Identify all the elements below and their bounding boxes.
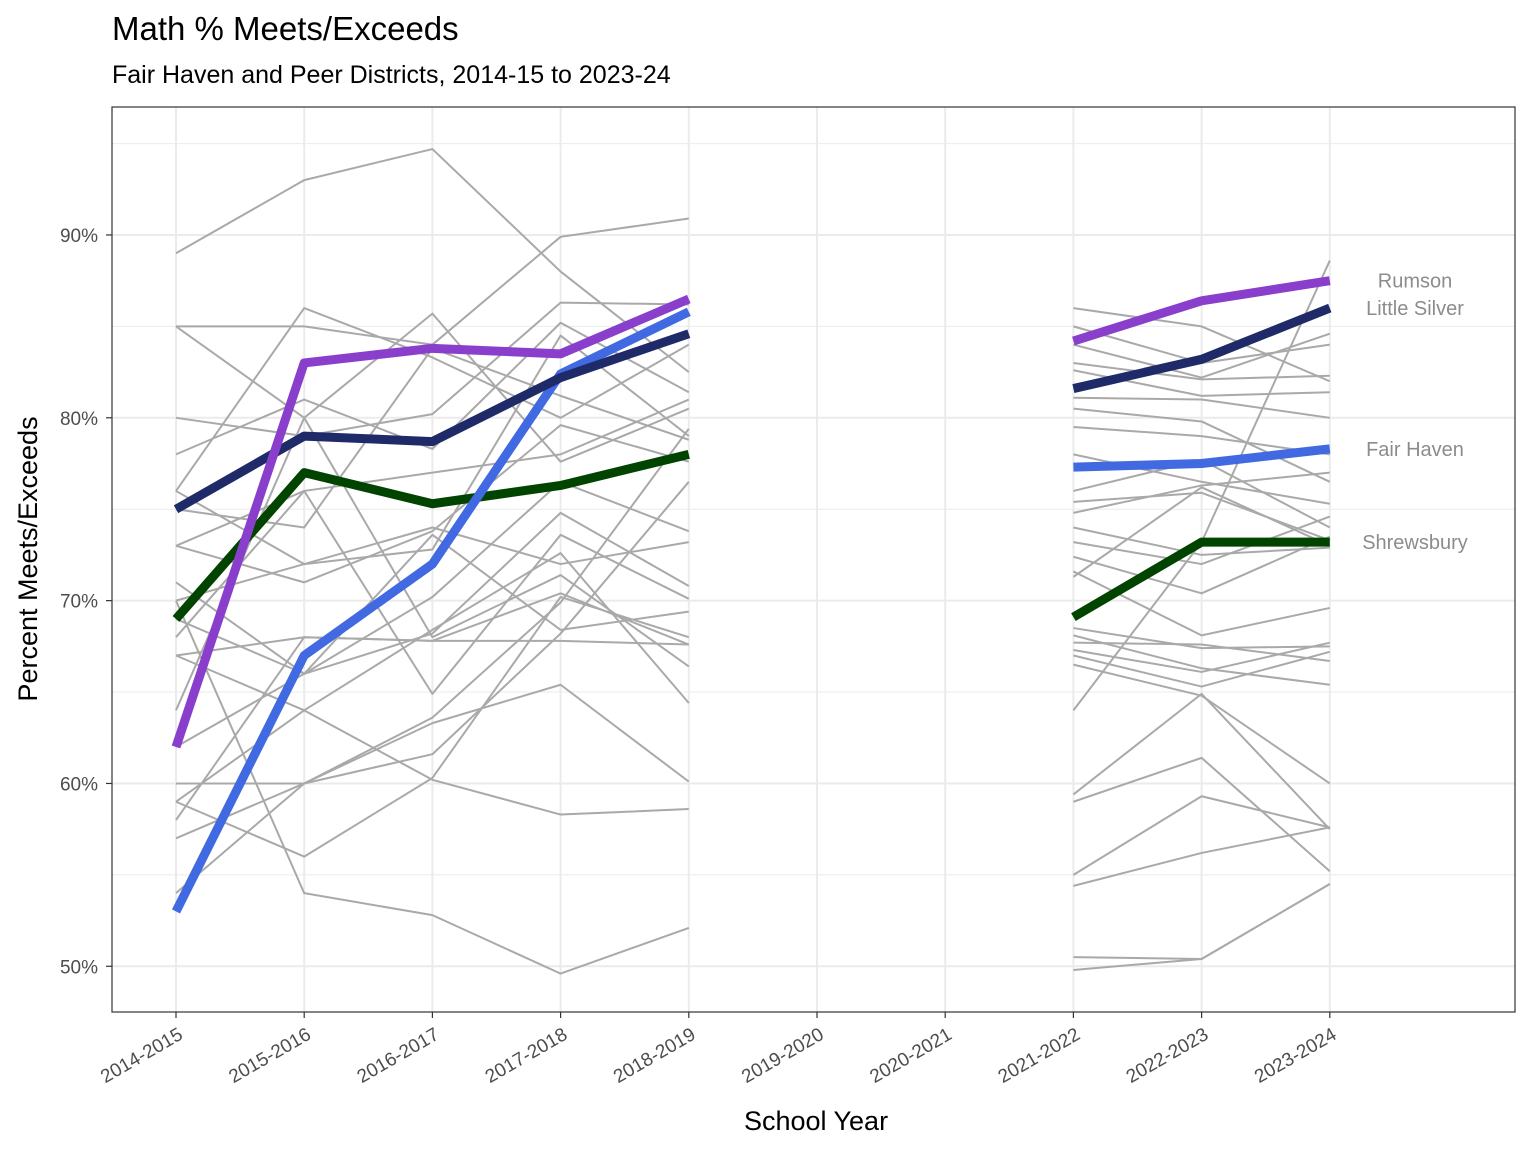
- peer-district-line: [1073, 627, 1330, 650]
- y-tick-label: 50%: [60, 957, 98, 978]
- peer-district-line: [175, 398, 690, 547]
- peer-district-line: [175, 424, 690, 584]
- peer-district-line: [175, 683, 690, 894]
- peer-district-line: [1073, 515, 1331, 566]
- peer-district-line: [175, 481, 690, 840]
- series-line-little-silver: [1072, 303, 1332, 393]
- peer-district-line: [175, 654, 689, 816]
- peer-district-line: [1073, 332, 1331, 379]
- x-tick-label: 2015-2016: [225, 1024, 314, 1088]
- x-axis-title: School Year: [744, 1106, 888, 1136]
- x-tick-label: 2023-2024: [1251, 1024, 1341, 1088]
- end-label-fair-haven: Fair Haven: [1366, 439, 1464, 461]
- peer-district-line: [175, 312, 690, 463]
- peer-district-line: [1073, 650, 1331, 688]
- y-tick-label: 80%: [60, 409, 98, 430]
- peer-district-line: [175, 321, 690, 456]
- series-line-shrewsbury: [172, 450, 690, 622]
- y-tick-labels: 50% 60% 70% 80% 90%: [60, 226, 112, 978]
- end-label-rumson: Rumson: [1378, 271, 1452, 293]
- peer-district-line: [1073, 641, 1331, 673]
- panel-border: [111, 106, 1516, 1013]
- series-line-shrewsbury: [1071, 537, 1330, 621]
- peer-district-line: [175, 489, 690, 695]
- highlight-lines-layer: [171, 276, 1332, 914]
- peer-district-line: [175, 595, 690, 858]
- peer-district-line: [175, 600, 690, 975]
- x-tick-labels: 2014-2015 2015-2016 2016-2017 2017-2018 2018…: [97, 1012, 1341, 1088]
- peer-district-line: [1073, 526, 1330, 556]
- y-tick-label: 70%: [60, 592, 98, 613]
- peer-district-line: [1073, 407, 1331, 483]
- series-line-rumson: [1072, 276, 1331, 346]
- peer-district-line: [1072, 486, 1331, 578]
- y-axis-title: Percent Meets/Exceeds: [13, 416, 43, 701]
- peer-district-line: [176, 428, 690, 785]
- peer-district-line: [1073, 883, 1331, 960]
- end-label-shrewsbury: Shrewsbury: [1362, 532, 1468, 554]
- series-line-fair-haven: [1073, 444, 1331, 472]
- peer-district-line: [1073, 425, 1330, 456]
- peer-district-line: [1073, 471, 1330, 514]
- x-tick-label: 2022-2023: [1123, 1024, 1212, 1088]
- x-tick-label: 2016-2017: [354, 1024, 443, 1088]
- grid-layer: [112, 107, 1515, 1012]
- peer-lines-layer: [175, 148, 1331, 975]
- peer-district-line: [1073, 826, 1330, 887]
- peer-district-line: [1073, 641, 1330, 662]
- series-line-little-silver: [173, 329, 691, 514]
- peer-district-line: [1072, 795, 1331, 876]
- peer-district-line: [1073, 663, 1331, 785]
- y-tick-label: 90%: [60, 226, 98, 247]
- x-tick-label: 2018-2019: [610, 1024, 699, 1088]
- peer-district-line: [1072, 692, 1331, 830]
- series-end-labels: Rumson Little Silver Fair Haven Shrewsbury: [1362, 271, 1468, 554]
- y-tick-label: 60%: [60, 774, 98, 795]
- chart-title: Math % Meets/Exceeds: [112, 10, 459, 47]
- x-tick-label: 2017-2018: [482, 1024, 571, 1088]
- x-tick-label: 2019-2020: [738, 1024, 827, 1088]
- peer-district-line: [175, 148, 690, 373]
- series-line-fair-haven: [171, 307, 691, 914]
- peer-district-line: [1073, 535, 1331, 595]
- peer-district-line: [1073, 634, 1330, 686]
- peer-district-line: [1073, 307, 1331, 383]
- peer-district-line: [175, 307, 690, 492]
- chart-subtitle: Fair Haven and Peer Districts, 2014-15 t…: [112, 61, 671, 89]
- peer-district-line: [1073, 491, 1331, 542]
- peer-district-line: [175, 301, 689, 438]
- end-label-little-silver: Little Silver: [1366, 298, 1464, 320]
- peer-district-line: [1073, 396, 1330, 419]
- x-tick-label: 2021-2022: [995, 1024, 1084, 1088]
- peer-district-line: [175, 511, 690, 675]
- x-tick-label: 2014-2015: [97, 1024, 186, 1088]
- peer-district-line: [175, 636, 689, 821]
- x-tick-label: 2020-2021: [866, 1024, 955, 1088]
- series-line-rumson: [171, 294, 691, 749]
- peer-district-line: [1073, 361, 1330, 381]
- peer-district-line: [1073, 756, 1331, 872]
